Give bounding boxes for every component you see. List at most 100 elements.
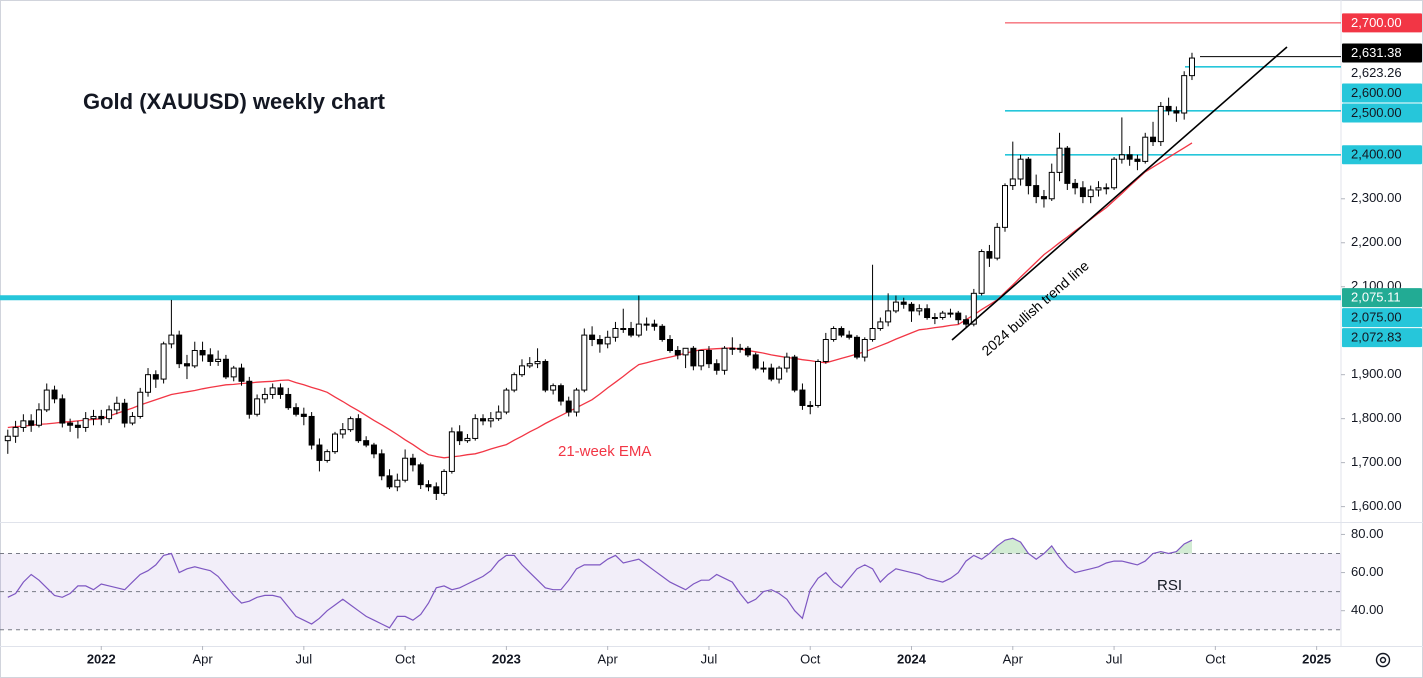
candle-body	[82, 418, 89, 428]
candle-body	[43, 389, 50, 411]
gear-inner	[1379, 656, 1387, 664]
candle-body	[900, 301, 907, 305]
x-tick-label: Oct	[395, 651, 416, 666]
candle-body	[386, 475, 393, 488]
candle-body	[1025, 158, 1032, 187]
candle-body	[939, 312, 946, 319]
y-tick-label: 2,300.00	[1351, 190, 1402, 205]
candle-body	[542, 360, 549, 391]
candle-body	[28, 420, 35, 426]
candle-body	[464, 437, 471, 442]
candle-body	[853, 336, 860, 358]
candle-body	[526, 363, 533, 367]
candle-body	[238, 367, 245, 382]
candle-body	[472, 418, 479, 439]
x-tick-label: Oct	[800, 651, 821, 666]
candle-body	[635, 323, 642, 336]
rsi-line	[7, 537, 1193, 629]
candle-body	[1150, 136, 1157, 143]
level-label: 2,631.38	[1351, 45, 1402, 60]
candle-body	[332, 433, 338, 453]
candle-body	[1103, 187, 1110, 190]
candle-body	[207, 354, 214, 362]
rsi-band	[0, 553, 1341, 630]
candle-body	[760, 367, 767, 370]
candle-body	[121, 402, 128, 424]
level-box	[1342, 308, 1422, 328]
candle-body	[59, 398, 66, 424]
candle-body	[721, 347, 728, 371]
x-tick-label: Apr	[192, 651, 213, 666]
candle-body	[830, 328, 837, 340]
candle-body	[347, 418, 354, 431]
candle-body	[737, 347, 744, 350]
candle-body	[1126, 154, 1133, 160]
candle-body	[1157, 105, 1164, 143]
candle-body	[885, 310, 892, 323]
candle-body	[550, 385, 557, 391]
candle-body	[674, 349, 681, 356]
candle-body	[433, 486, 440, 494]
rsi-tick-label: 40.00	[1351, 602, 1384, 617]
candle-body	[822, 338, 829, 362]
candle-body	[698, 349, 705, 367]
gear-outer	[1375, 652, 1391, 668]
candle-body	[316, 444, 323, 461]
level-box	[1342, 43, 1422, 63]
candle-body	[261, 393, 268, 400]
candle-body	[651, 323, 658, 327]
level-label: 2,400.00	[1351, 147, 1402, 162]
level-box	[1342, 83, 1422, 103]
candle-body	[1040, 196, 1047, 200]
candle-body	[20, 420, 27, 428]
candle-body	[628, 328, 635, 336]
candle-body	[1033, 185, 1040, 198]
trend-line	[951, 46, 1288, 341]
candle-body	[378, 453, 385, 477]
candle-body	[916, 308, 923, 312]
level-label: 2,700.00	[1351, 15, 1402, 30]
candle-body	[596, 338, 603, 345]
candle-body	[456, 431, 463, 442]
candle-body	[518, 365, 525, 376]
candle-body	[791, 356, 798, 391]
candle-body	[1188, 57, 1195, 77]
candle-body	[1017, 158, 1024, 180]
candle-body	[246, 380, 253, 415]
candle-body	[417, 464, 424, 486]
candle-body	[324, 451, 331, 461]
candle-body	[448, 431, 455, 472]
candle-body	[402, 457, 409, 481]
candle-body	[425, 484, 432, 488]
settings-icon[interactable]	[1375, 652, 1391, 668]
candle-body	[815, 360, 822, 406]
candle-body	[1165, 105, 1172, 112]
candle-body	[300, 413, 307, 417]
candle-body	[776, 367, 783, 380]
y-tick-label: 1,900.00	[1351, 366, 1402, 381]
candle-body	[807, 404, 814, 407]
candle-body	[690, 347, 697, 367]
candle-body	[90, 415, 97, 420]
candle-body	[441, 470, 448, 494]
y-tick-label: 1,800.00	[1351, 410, 1402, 425]
candle-body	[877, 321, 884, 330]
candle-body	[12, 426, 19, 437]
candle-body	[355, 418, 362, 442]
level-label: 2,500.00	[1351, 105, 1402, 120]
level-label: 2,075.00	[1351, 310, 1402, 325]
x-tick-label: 2022	[87, 651, 116, 666]
candle-body	[1173, 110, 1180, 114]
candle-body	[947, 312, 954, 315]
candle-body	[480, 418, 487, 422]
candle-body	[487, 418, 494, 422]
candle-body	[1056, 147, 1063, 173]
candle-body	[1002, 185, 1008, 228]
candle-body	[744, 347, 751, 356]
level-boxes: 2,700.00 2,631.38 2,623.26 2,600.00 2,500.00…	[1342, 13, 1422, 348]
candle-body	[293, 407, 300, 415]
y-tick-label: 1,600.00	[1351, 498, 1402, 513]
candle-body	[978, 251, 985, 294]
candle-body	[254, 398, 261, 415]
candle-body	[869, 328, 876, 340]
